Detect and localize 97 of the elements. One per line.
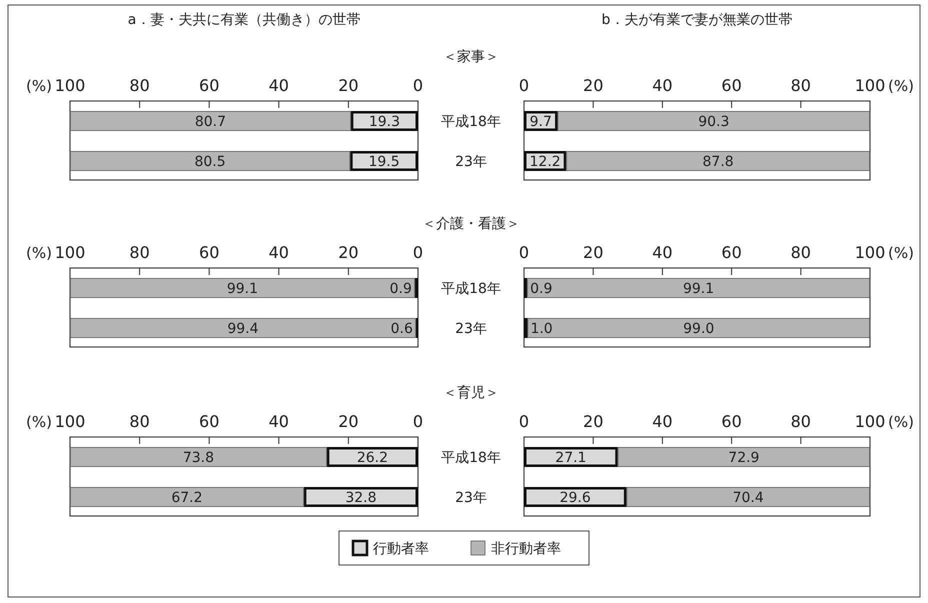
data-label: 0.9 [530, 281, 552, 297]
x-tick-label: 40 [268, 76, 289, 95]
x-tick-label: 80 [790, 243, 811, 262]
x-tick-label: 20 [583, 412, 604, 431]
bar [70, 151, 350, 171]
x-tick-label: 100 [54, 76, 86, 95]
y-tick-label: 平成18年 [441, 450, 501, 466]
x-tick-label: 100 [54, 412, 86, 431]
chart-title: b．夫が有業で妻が無業の世帯 [602, 12, 792, 28]
bar [527, 318, 870, 338]
y-tick-label: 平成18年 [441, 281, 501, 297]
data-label: 80.5 [194, 154, 226, 170]
x-tick-label: 40 [652, 76, 673, 95]
bar [527, 278, 870, 298]
data-label: 0.6 [390, 321, 414, 337]
data-label: 80.7 [194, 114, 226, 130]
x-tick-label: 60 [721, 243, 742, 262]
data-label: 90.3 [698, 114, 730, 130]
data-label: 29.6 [560, 490, 591, 506]
data-label: 67.2 [171, 490, 203, 506]
bar [304, 487, 418, 507]
x-axis-title: (%) [26, 413, 52, 431]
bar [70, 487, 304, 507]
x-tick-label: 60 [199, 243, 220, 262]
text: ＜家事＞ [443, 49, 499, 65]
x-tick-label: 0 [412, 243, 424, 262]
data-label: 70.4 [732, 490, 764, 506]
data-label: 26.2 [356, 450, 388, 466]
x-tick-label: 80 [790, 412, 811, 431]
data-label: 99.4 [227, 321, 259, 337]
data-label: 0.9 [390, 281, 412, 297]
x-tick-label: 20 [338, 76, 359, 95]
x-tick-label: 100 [854, 412, 886, 431]
bar [626, 487, 870, 507]
chart-subtitle: ＜育児＞ [443, 384, 499, 401]
chart-subtitle: ＜介護・看護＞ [422, 216, 520, 232]
data-label: 72.9 [728, 450, 760, 466]
y-tick-label: 23年 [455, 154, 487, 170]
bar [566, 151, 870, 171]
legend-label: 非行動者率 [491, 541, 561, 557]
data-label: 12.2 [530, 154, 561, 170]
bar [618, 447, 870, 467]
bar [70, 111, 351, 131]
x-tick-label: 60 [721, 76, 742, 95]
x-tick-label: 40 [268, 243, 289, 262]
y-tick-label: 23年 [455, 321, 487, 337]
x-tick-label: 20 [583, 76, 604, 95]
data-label: 27.1 [555, 450, 586, 466]
x-tick-label: 20 [338, 243, 359, 262]
x-tick-label: 20 [583, 243, 604, 262]
bar [326, 447, 418, 467]
data-label: 99.1 [682, 281, 714, 297]
chart-title: a．妻・夫共に有業（共働き）の世帯 [128, 12, 360, 28]
x-tick-label: 80 [129, 243, 150, 262]
bar [350, 151, 418, 171]
data-label: 9.7 [530, 114, 552, 130]
x-tick-label: 40 [268, 412, 289, 431]
x-tick-label: 60 [199, 412, 220, 431]
data-label: 19.3 [368, 114, 400, 130]
x-tick-label: 60 [199, 76, 220, 95]
x-tick-label: 100 [854, 76, 886, 95]
data-label: 19.5 [368, 154, 400, 170]
x-tick-label: 0 [518, 412, 530, 431]
data-label: 99.0 [683, 321, 714, 337]
x-tick-label: 80 [129, 412, 150, 431]
x-axis-title: (%) [888, 77, 914, 95]
data-label: 73.8 [182, 450, 214, 466]
bar [70, 318, 416, 338]
bar [558, 111, 870, 131]
x-tick-label: 0 [518, 76, 530, 95]
legend-label: 行動者率 [373, 541, 429, 557]
x-tick-label: 40 [652, 243, 673, 262]
bar [524, 487, 626, 507]
x-tick-label: 20 [338, 412, 359, 431]
x-tick-label: 80 [129, 76, 150, 95]
bar [350, 111, 418, 131]
x-tick-label: 80 [790, 76, 811, 95]
bar [70, 278, 415, 298]
x-tick-label: 0 [412, 76, 424, 95]
x-tick-label: 0 [412, 412, 424, 431]
data-label: 1.0 [530, 321, 553, 337]
x-tick-label: 0 [518, 243, 530, 262]
y-tick-label: 23年 [455, 490, 487, 506]
x-tick-label: 100 [54, 243, 86, 262]
x-axis-title: (%) [888, 244, 914, 262]
data-label: 87.8 [702, 154, 734, 170]
x-tick-label: 60 [721, 412, 742, 431]
x-axis-title: (%) [26, 244, 52, 262]
x-tick-label: 40 [652, 412, 673, 431]
x-axis-title: (%) [26, 77, 52, 95]
x-tick-label: 100 [854, 243, 886, 262]
data-label: 32.8 [345, 490, 377, 506]
data-label: 99.1 [226, 281, 258, 297]
x-axis-title: (%) [888, 413, 914, 431]
bar [524, 447, 618, 467]
bar [70, 447, 327, 467]
y-tick-label: 平成18年 [441, 114, 501, 130]
